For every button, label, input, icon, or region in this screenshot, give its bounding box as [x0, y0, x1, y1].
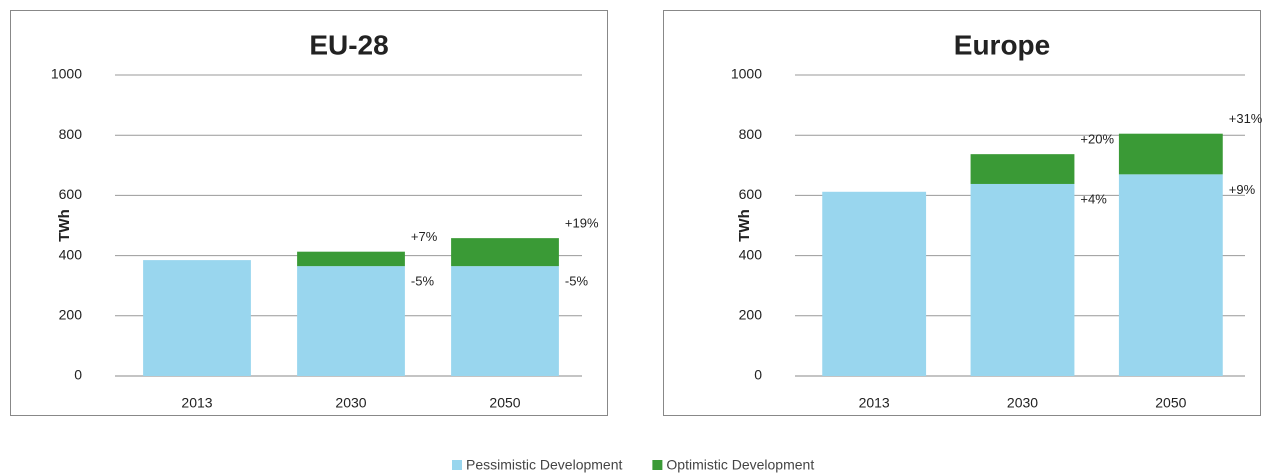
x-tick-label: 2013	[181, 395, 212, 411]
bar-segment	[297, 251, 405, 267]
legend-label: Optimistic Development	[666, 457, 814, 473]
chart-title: EU-28	[309, 29, 388, 60]
y-tick-label: 600	[59, 186, 83, 202]
y-tick-label: 600	[739, 186, 763, 202]
chart-frame	[663, 10, 1261, 416]
change-label: -5%	[565, 274, 589, 289]
bar-segment	[970, 154, 1075, 184]
y-axis-label: TWh	[736, 209, 753, 241]
bar-segment	[297, 266, 405, 376]
change-label: +31%	[1229, 111, 1263, 126]
legend-swatch	[652, 460, 663, 470]
change-label: -5%	[411, 274, 435, 289]
x-tick-label: 2050	[489, 395, 520, 411]
change-label: +9%	[1229, 182, 1256, 197]
bar-segment	[143, 260, 251, 376]
y-tick-label: 200	[739, 307, 763, 323]
change-label: +4%	[1080, 191, 1107, 206]
y-tick-label: 800	[739, 126, 763, 142]
y-tick-label: 0	[754, 367, 762, 383]
chart-frame	[10, 10, 608, 416]
bar-segment	[822, 191, 927, 376]
x-tick-label: 2050	[1155, 395, 1186, 411]
change-label: +19%	[565, 216, 599, 231]
bar-segment	[1118, 174, 1223, 376]
change-label: +20%	[1080, 132, 1114, 147]
y-tick-label: 1000	[51, 66, 82, 82]
chart-title: Europe	[954, 29, 1050, 60]
y-tick-label: 0	[74, 367, 82, 383]
bar-segment	[1118, 133, 1223, 175]
y-tick-label: 400	[739, 246, 763, 262]
y-axis-label: TWh	[56, 209, 73, 241]
change-label: +7%	[411, 229, 438, 244]
x-tick-label: 2030	[335, 395, 366, 411]
bar-segment	[451, 238, 559, 267]
bar-segment	[451, 266, 559, 376]
y-tick-label: 1000	[731, 66, 762, 82]
x-tick-label: 2030	[1007, 395, 1038, 411]
y-tick-label: 400	[59, 246, 83, 262]
legend-label: Pessimistic Development	[466, 457, 622, 473]
x-tick-label: 2013	[859, 395, 890, 411]
legend-swatch	[452, 460, 462, 470]
bar-segment	[970, 183, 1075, 376]
y-tick-label: 800	[59, 126, 83, 142]
y-tick-label: 200	[59, 307, 83, 323]
